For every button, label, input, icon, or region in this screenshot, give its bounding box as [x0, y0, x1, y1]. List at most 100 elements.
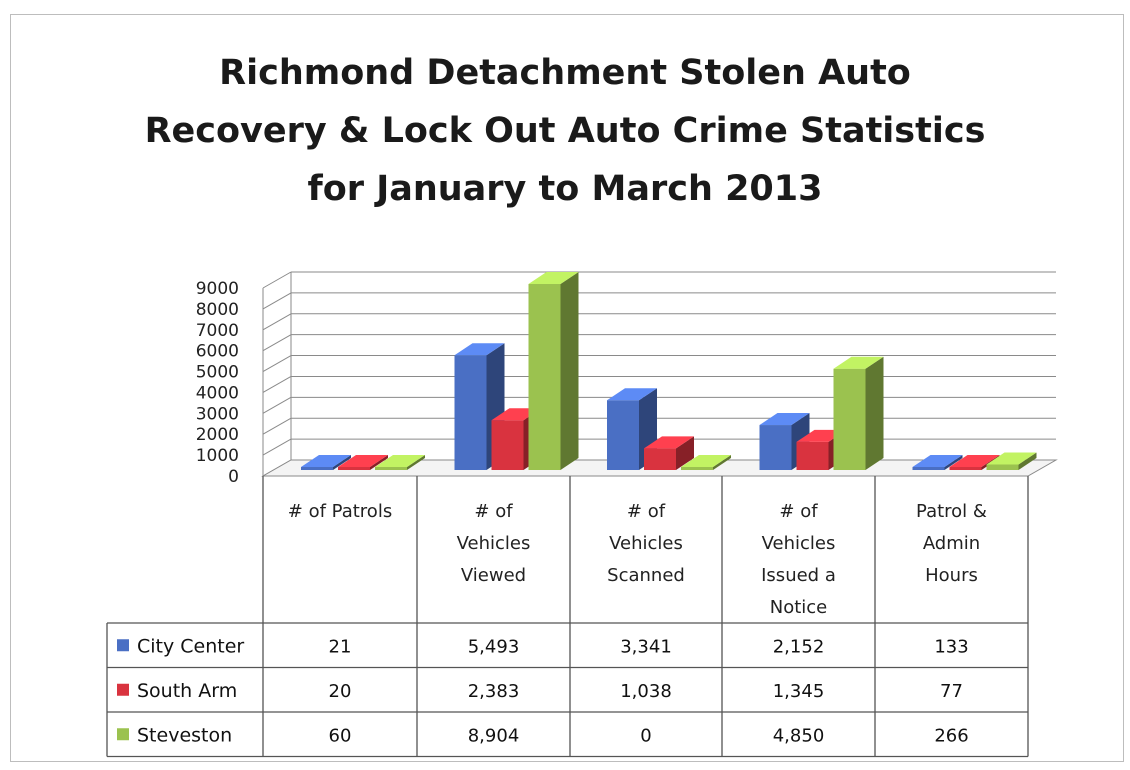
- bar-top: [681, 455, 731, 467]
- y-tick-label: 8000: [196, 300, 239, 320]
- chart-title: Richmond Detachment Stolen Auto Recovery…: [60, 44, 1070, 218]
- bar-front: [607, 400, 639, 470]
- chart-title-line-3: for January to March 2013: [307, 169, 823, 209]
- gridline-side: [262, 355, 292, 372]
- table-cell: 20: [329, 681, 352, 702]
- bar-top: [338, 455, 388, 467]
- x-category-line: Hours: [925, 565, 978, 586]
- y-tick-label: 1000: [196, 446, 239, 466]
- bar-front: [644, 448, 676, 470]
- bar-top: [912, 455, 963, 467]
- x-category-line: # of Patrols: [288, 501, 392, 522]
- table-cell: 1,038: [620, 681, 672, 702]
- bar-top: [986, 452, 1037, 465]
- bar-top: [301, 455, 351, 467]
- x-category-line: Vehicles: [609, 533, 683, 554]
- table-cell: 2,383: [468, 681, 520, 702]
- bar-side: [944, 455, 963, 470]
- bar-south-arm: [644, 436, 694, 470]
- table-cell: 1,345: [773, 681, 825, 702]
- x-category-line: # of: [627, 501, 666, 522]
- y-tick-label: 7000: [196, 321, 239, 341]
- table-cell: 21: [329, 636, 352, 657]
- bar-front: [681, 467, 713, 470]
- x-category-label: # of Vehicles Viewed: [457, 501, 531, 586]
- bar-front: [986, 464, 1019, 470]
- legend-label: Steveston: [137, 724, 232, 746]
- table-cell: 8,904: [468, 725, 520, 746]
- bar-steveston: [681, 455, 731, 470]
- table-cell: 4,850: [773, 725, 825, 746]
- bar-top: [454, 343, 505, 356]
- bar-side: [407, 455, 425, 470]
- x-category-label: # of Vehicles Issued a Notice: [761, 501, 836, 618]
- bar-steveston: [375, 455, 425, 470]
- bar-city-center: [301, 455, 351, 470]
- bar-side: [333, 455, 351, 470]
- bar-top: [375, 455, 425, 467]
- bar-side: [865, 356, 884, 470]
- x-category-label: # of Vehicles Scanned: [607, 501, 685, 586]
- bar-south-arm: [338, 455, 388, 470]
- bar-front: [375, 467, 407, 470]
- gridline-side: [262, 417, 292, 435]
- table-cell: 133: [934, 636, 968, 657]
- bar-front: [912, 467, 945, 470]
- y-tick-label: 0: [228, 467, 239, 487]
- table-cell: 5,493: [468, 636, 520, 657]
- bar-side: [560, 272, 579, 470]
- bar-front: [301, 467, 333, 470]
- table-cell: 77: [940, 681, 963, 702]
- y-tick-label: 6000: [196, 342, 239, 362]
- bar-front: [491, 420, 524, 470]
- gridline-side: [262, 334, 292, 352]
- table-cell: 60: [329, 725, 352, 746]
- bar-side: [676, 436, 694, 470]
- legend-key: [117, 728, 129, 741]
- table-cell: 2,152: [773, 636, 825, 657]
- table-cell: 266: [934, 725, 968, 746]
- bar-steveston: [833, 356, 884, 470]
- gridline-side: [262, 271, 292, 289]
- bars: [301, 272, 1037, 470]
- x-category-line: Viewed: [461, 565, 526, 586]
- legend-label: City Center: [137, 635, 244, 657]
- gridlines: [262, 271, 1056, 477]
- bar-front: [796, 441, 829, 470]
- gridline-side: [262, 396, 292, 414]
- y-tick-label: 2000: [196, 425, 239, 445]
- y-tick-label: 5000: [196, 363, 239, 383]
- x-category-line: # of: [779, 501, 818, 522]
- x-category-line: Vehicles: [457, 533, 531, 554]
- y-tick-label: 4000: [196, 383, 239, 403]
- chart-title-line-2: Recovery & Lock Out Auto Crime Statistic…: [144, 111, 986, 151]
- bar-top: [607, 388, 657, 401]
- legend-key: [117, 683, 129, 696]
- bar-side: [713, 455, 731, 470]
- bar-front: [528, 284, 561, 470]
- legend-key: [117, 639, 129, 652]
- x-category-line: Admin: [923, 533, 980, 554]
- bar-top: [644, 436, 694, 449]
- gridline-side: [262, 376, 292, 393]
- legend-label: South Arm: [137, 680, 237, 702]
- bar-steveston: [986, 452, 1037, 470]
- x-category-line: # of: [474, 501, 513, 522]
- x-category-line: Vehicles: [762, 533, 836, 554]
- bar-city-center: [607, 388, 657, 470]
- x-category-line: Issued a: [761, 565, 836, 586]
- bar-top: [528, 272, 579, 285]
- bar-top: [833, 356, 884, 369]
- y-tick-label: 3000: [196, 404, 239, 424]
- data-table: # of Patrols # of Vehicles Viewed # of Vehicl…: [106, 476, 1029, 758]
- table-cell: 3,341: [620, 636, 672, 657]
- bar-top: [949, 455, 1000, 467]
- chart-title-line-1: Richmond Detachment Stolen Auto: [219, 53, 911, 93]
- bar-steveston: [528, 272, 579, 470]
- x-category-label: # of Patrols: [288, 501, 392, 522]
- x-category-line: Notice: [770, 597, 828, 618]
- bar-front: [759, 425, 792, 470]
- bar-side: [370, 455, 388, 470]
